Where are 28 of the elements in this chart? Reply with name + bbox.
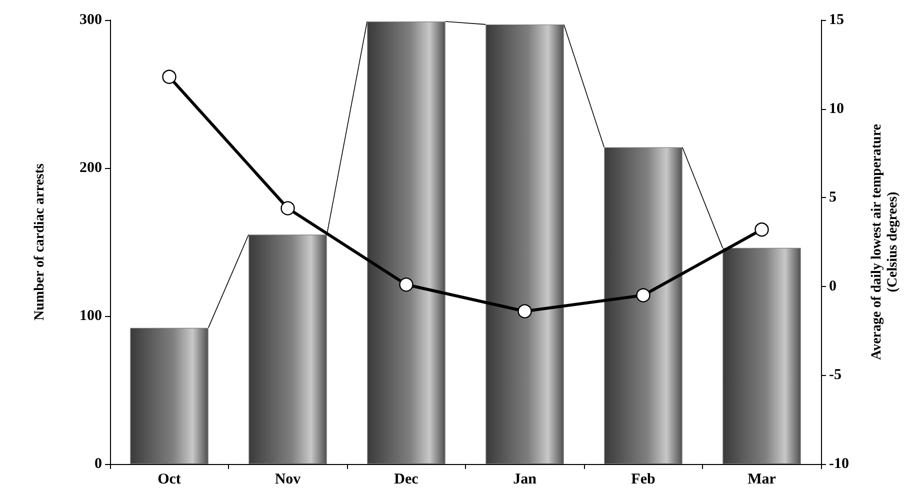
bar — [248, 234, 327, 464]
y2-tick-label: 5 — [829, 190, 836, 206]
x-tick-label: Feb — [631, 472, 656, 488]
point — [518, 304, 532, 318]
y-axis-title: Number of cardiac arrests — [32, 162, 48, 320]
bar — [367, 21, 446, 464]
y2-tick-label: -5 — [829, 367, 842, 384]
x-tick-label: Mar — [748, 472, 776, 488]
y-tick-label: 300 — [80, 12, 102, 28]
x-tick-label: Dec — [394, 472, 419, 488]
point — [399, 278, 414, 292]
x-tick-label: Nov — [274, 472, 302, 488]
bar — [604, 147, 682, 464]
y-tick-label: 100 — [80, 308, 102, 324]
y2-tick-label: 0 — [829, 278, 836, 294]
x-tick-label: Oct — [158, 472, 181, 488]
y2-tick-label: 15 — [829, 12, 844, 28]
y-tick-label: 0 — [94, 456, 102, 472]
y-tick-label: 200 — [80, 160, 102, 176]
bar — [130, 328, 208, 464]
y2-axis-title: Average of daily lowest air temperature (Celsius degrees) — [870, 124, 900, 360]
y2-tick-label: 10 — [829, 100, 844, 117]
point — [636, 288, 650, 302]
bar — [722, 248, 801, 464]
point — [280, 201, 295, 216]
x-tick-label: Jan — [513, 472, 538, 488]
bar — [486, 24, 564, 464]
y2-tick-label: -10 — [829, 456, 849, 472]
